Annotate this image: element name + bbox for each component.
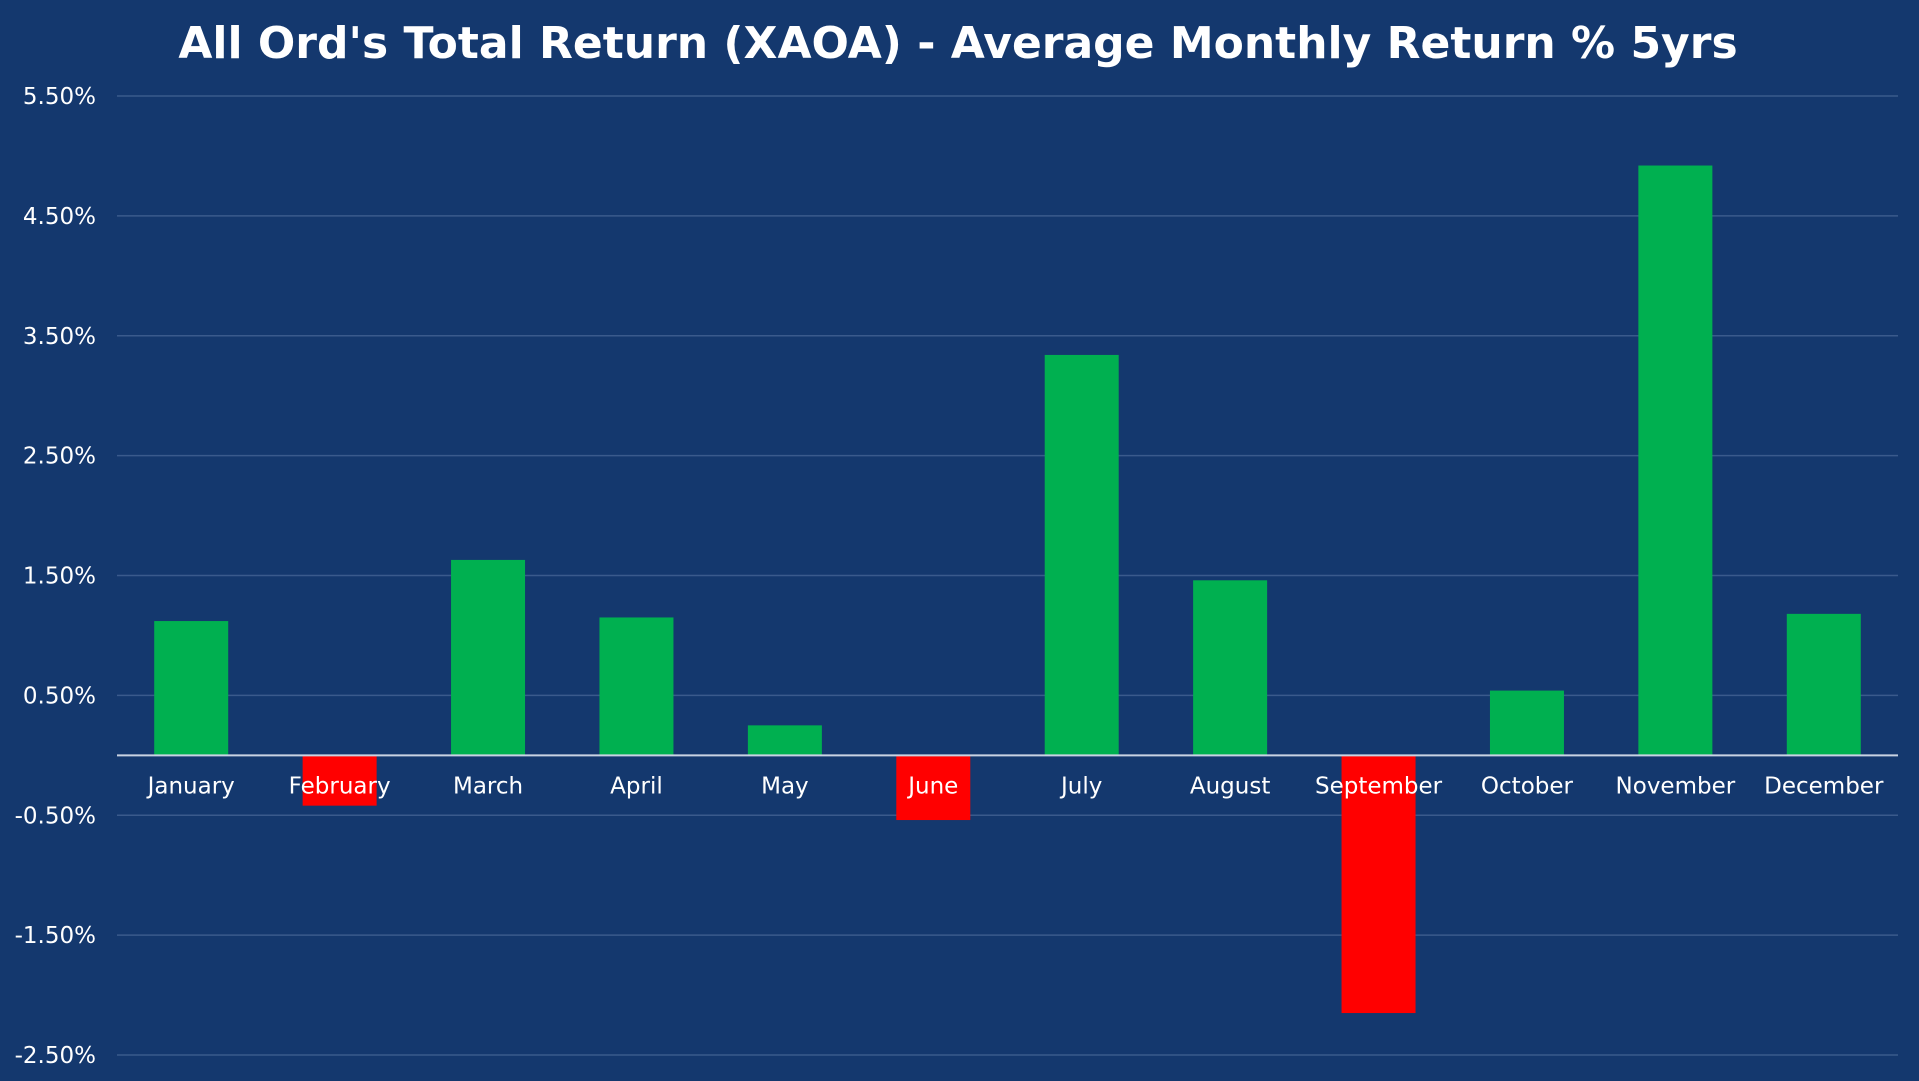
bar-october [1489, 690, 1564, 756]
x-tick-label: June [906, 773, 958, 799]
bar-april [599, 617, 674, 756]
x-tick-label: April [610, 773, 663, 799]
bar-september [1341, 755, 1416, 1014]
bar-may [747, 725, 822, 756]
x-tick-label: July [1059, 773, 1102, 799]
bar-december [1786, 613, 1861, 756]
x-tick-label: December [1764, 773, 1884, 799]
y-tick-label: 0.50% [23, 683, 96, 709]
x-tick-label: May [761, 773, 809, 799]
bar-november [1638, 165, 1713, 756]
y-tick-label: 1.50% [23, 564, 96, 590]
bar-january [154, 621, 229, 756]
chart-title: All Ord's Total Return (XAOA) - Average … [178, 18, 1737, 69]
x-tick-label: February [289, 773, 391, 799]
x-axis: January February March April May June July Augu… [146, 773, 1884, 799]
x-tick-label: October [1481, 773, 1574, 799]
bar-february [302, 755, 377, 806]
x-tick-label: September [1315, 773, 1443, 799]
y-tick-label: -0.50% [15, 803, 96, 829]
y-axis: 5.50% 4.50% 3.50% 2.50% 1.50% 0.50% -0.50% -1.5… [15, 84, 96, 1069]
bars-layer [117, 165, 1898, 1014]
y-tick-label: 5.50% [23, 84, 96, 110]
y-tick-label: 3.50% [23, 324, 96, 350]
y-tick-label: 4.50% [23, 204, 96, 230]
bar-august [1193, 580, 1268, 756]
x-tick-label: January [146, 773, 235, 799]
x-tick-label: November [1616, 773, 1736, 799]
bar-june [896, 755, 971, 821]
y-tick-label: 2.50% [23, 444, 96, 470]
y-tick-label: -2.50% [15, 1043, 96, 1069]
grid-layer [117, 95, 1898, 1056]
x-tick-label: August [1190, 773, 1271, 799]
bar-march [451, 559, 526, 756]
x-tick-label: March [453, 773, 523, 799]
y-tick-label: -1.50% [15, 923, 96, 949]
bar-july [1044, 354, 1119, 756]
